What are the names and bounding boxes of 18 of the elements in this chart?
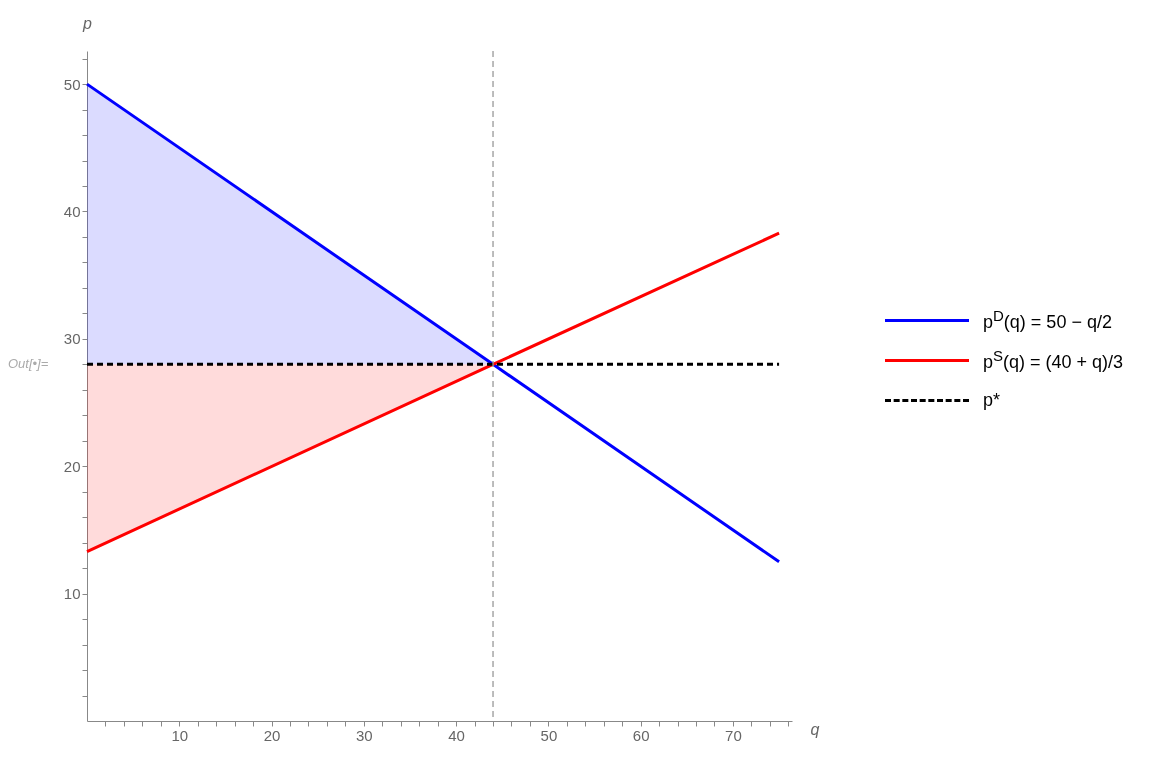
x-tick-label: 40 (448, 726, 465, 744)
x-tick-label: 50 (540, 726, 558, 744)
text: Out[•]= (8, 356, 49, 371)
legend-label: p* (983, 389, 1001, 411)
x-axis-title: q (810, 720, 820, 738)
x-tick-label: 10 (171, 726, 189, 744)
y-tick-label: 30 (63, 330, 81, 348)
x-tick-label: 20 (263, 726, 281, 744)
y-tick-label: 40 (63, 202, 81, 220)
y-tick-label: 20 (63, 457, 81, 475)
x-tick-label: 60 (632, 726, 650, 744)
legend-label: p$^{S}$(q) = (40 + q)/3 (983, 347, 1124, 373)
x-tick-label: 70 (725, 726, 742, 744)
x-tick-label: 30 (355, 726, 373, 744)
legend-label: p$^{D}$(q) = 50 − q/2 (983, 307, 1112, 333)
y-axis-title: p (82, 14, 93, 32)
y-tick-label: 10 (63, 585, 81, 603)
y-tick-label: 50 (63, 75, 81, 93)
